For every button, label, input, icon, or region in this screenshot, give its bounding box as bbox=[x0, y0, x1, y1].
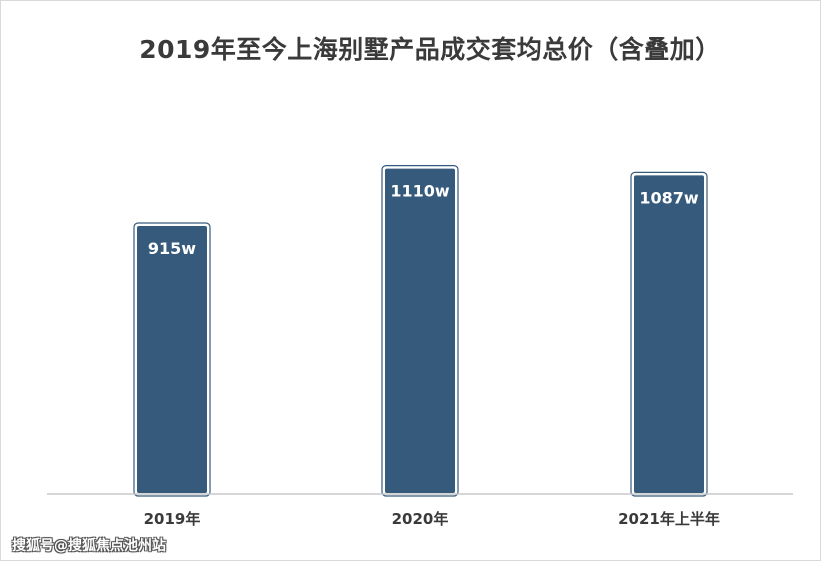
bar-outline-1 bbox=[133, 222, 211, 497]
chart-title: 2019年至今上海别墅产品成交套均总价（含叠加） bbox=[139, 35, 721, 64]
bar-3 bbox=[632, 173, 706, 495]
bar-2 bbox=[383, 166, 457, 495]
bar-outline-2 bbox=[381, 165, 459, 497]
bar-data-label-1: 915w bbox=[148, 239, 196, 258]
bar-data-label-3: 1087w bbox=[639, 188, 699, 207]
x-tick-label-2: 2020年 bbox=[392, 510, 449, 528]
x-tick-label-1: 2019年 bbox=[144, 510, 201, 528]
bar-outline-3 bbox=[630, 171, 708, 497]
x-tick-label-3: 2021年上半年 bbox=[618, 510, 720, 528]
bar-data-label-2: 1110w bbox=[390, 182, 450, 201]
bar-1 bbox=[135, 223, 209, 495]
watermark-text: 搜狐号@搜狐焦点池州站 bbox=[12, 538, 166, 554]
